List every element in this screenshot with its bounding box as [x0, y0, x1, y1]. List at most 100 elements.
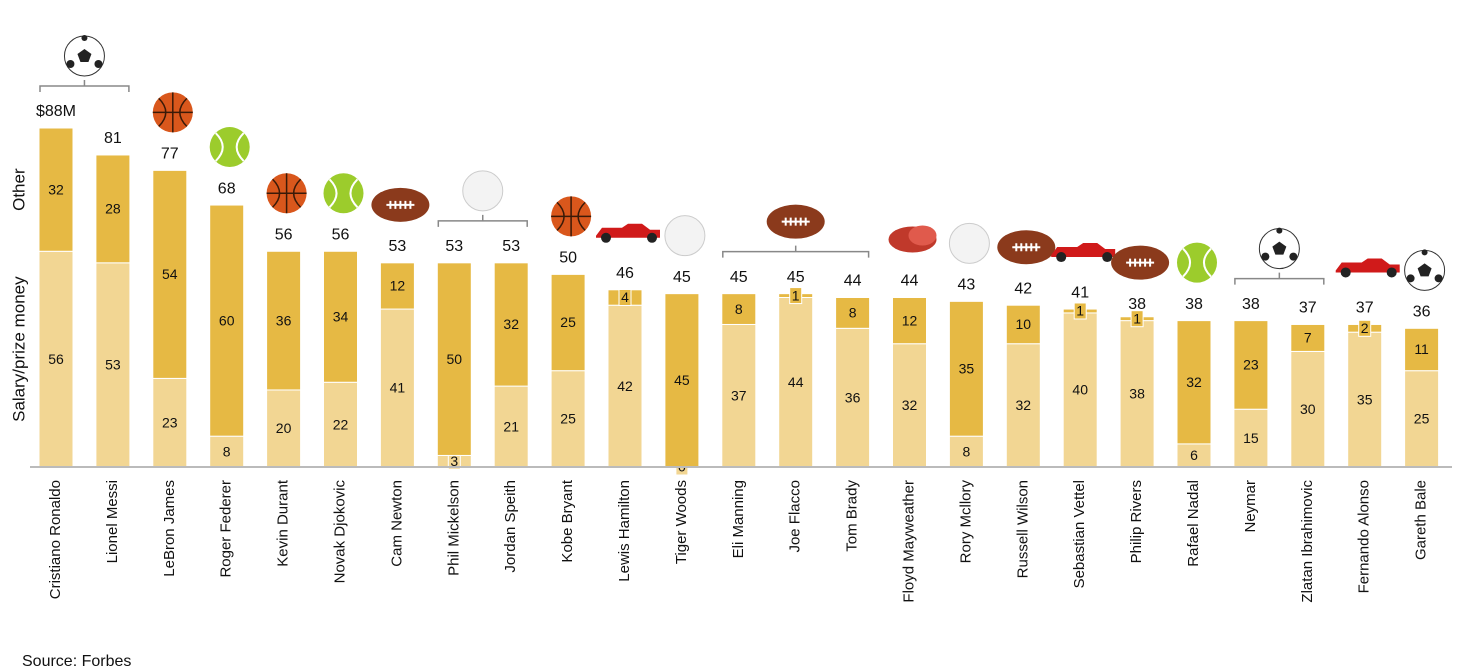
segment-label: 15 — [1243, 430, 1259, 446]
total-label: 56 — [332, 226, 350, 243]
car — [1335, 258, 1400, 273]
segment-label: 25 — [1414, 411, 1430, 427]
total-label: 53 — [445, 238, 463, 255]
sport-icon — [948, 222, 990, 264]
segment-label: 36 — [276, 312, 292, 328]
seam — [266, 173, 307, 214]
bracket — [1234, 272, 1325, 285]
sport-icon — [152, 92, 193, 133]
total-label: 45 — [730, 269, 748, 286]
segment-label: 22 — [333, 416, 349, 432]
sport-icon — [63, 35, 105, 77]
category-label: Lewis Hamilton — [616, 480, 633, 582]
segment-label: 35 — [959, 360, 975, 376]
bar-segment — [948, 435, 984, 468]
bar-segment — [379, 262, 415, 310]
bar-segment — [550, 273, 586, 372]
ball — [664, 215, 706, 257]
total-label: 46 — [616, 265, 634, 282]
total-label: 53 — [389, 238, 407, 255]
category-label: Sebastian Vettel — [1071, 480, 1088, 588]
category-label: LeBron James — [161, 480, 178, 577]
segment-label: 34 — [333, 308, 349, 324]
sport-icon — [209, 127, 250, 168]
total-label: 50 — [559, 250, 577, 267]
segment-label: 12 — [390, 278, 406, 294]
bar-segment — [892, 297, 927, 345]
category-label: Floyd Mayweather — [900, 480, 917, 603]
sport-icon — [997, 230, 1056, 265]
segment-label: 25 — [560, 411, 576, 427]
total-label: 37 — [1356, 300, 1374, 317]
total-label: 41 — [1071, 284, 1089, 301]
bar-segment — [607, 304, 643, 468]
bar-segment — [493, 385, 529, 468]
total-label: 43 — [958, 277, 976, 294]
total-label: 45 — [673, 269, 691, 286]
seam — [214, 132, 245, 162]
sport-icon — [1258, 227, 1300, 270]
series-label: Salary/prize money — [9, 276, 28, 422]
segment-label: 8 — [223, 443, 231, 459]
seam — [328, 178, 359, 208]
segment-label: 28 — [105, 201, 121, 217]
bar-segment — [1176, 320, 1212, 445]
category-label: Kobe Bryant — [559, 479, 576, 562]
segment-label: 32 — [1186, 374, 1202, 390]
segment-label: 11 — [1414, 341, 1429, 357]
patch — [1421, 249, 1428, 256]
segment-label: 53 — [105, 357, 121, 373]
segment-label: 30 — [1300, 401, 1316, 417]
bar-segment — [1005, 343, 1041, 468]
sport-icon — [551, 196, 592, 237]
segment-label: 6 — [1190, 447, 1198, 463]
category-label: Rafael Nadal — [1185, 480, 1202, 567]
car — [596, 223, 660, 238]
bar-segment — [38, 250, 74, 468]
segment-label: 12 — [902, 312, 918, 328]
car — [1051, 243, 1116, 258]
sport-icon — [1404, 249, 1446, 291]
category-label: Philip Rivers — [1128, 480, 1145, 563]
sport-icon — [888, 225, 937, 253]
segment-label: 42 — [617, 378, 633, 394]
segment-label: 2 — [1361, 320, 1369, 336]
label-box — [618, 289, 632, 306]
category-label: Zlatan Ibrahimovic — [1299, 480, 1316, 603]
wheel — [1102, 252, 1113, 263]
bar-segment — [1005, 304, 1041, 345]
source: Source: Forbes — [22, 653, 131, 670]
segment-label: 36 — [845, 389, 861, 405]
sport-icon — [596, 223, 660, 243]
sport-icon — [766, 204, 825, 239]
bar-segment — [892, 343, 927, 468]
seam — [1182, 247, 1212, 278]
seam — [152, 92, 193, 133]
segment-label: 44 — [788, 374, 804, 390]
segment-label: 56 — [48, 351, 64, 367]
patch — [81, 35, 88, 41]
segment-label: 4 — [621, 289, 629, 305]
total-label: 45 — [787, 269, 805, 286]
patch — [1434, 274, 1443, 283]
ball — [948, 222, 990, 264]
total-label: 77 — [161, 146, 179, 163]
category-label: Fernando Alonso — [1356, 480, 1373, 593]
bar-segment — [323, 250, 358, 383]
segment-label: 32 — [1016, 397, 1032, 413]
total-label: 53 — [502, 238, 520, 255]
bar-segment — [835, 327, 871, 468]
segment-label: 32 — [48, 181, 64, 197]
label-box — [1358, 319, 1372, 337]
sport-icon — [1177, 242, 1217, 283]
patch — [1261, 252, 1270, 261]
category-label: Novak Djokovic — [331, 480, 348, 584]
total-label: 56 — [275, 226, 293, 243]
segment-label: 41 — [390, 380, 406, 396]
wheel — [1386, 267, 1397, 278]
patch — [77, 49, 92, 62]
category-label: Neymar — [1242, 480, 1259, 533]
sport-icon — [1111, 245, 1170, 280]
segment-label: 32 — [503, 316, 519, 332]
